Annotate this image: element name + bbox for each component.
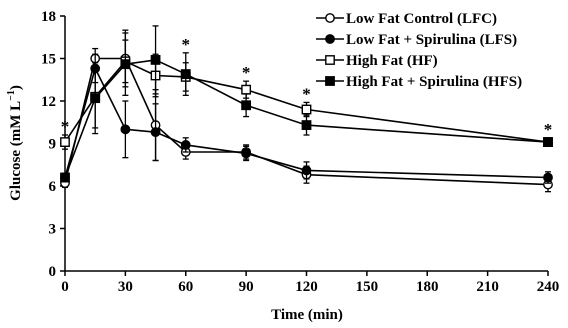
data-point xyxy=(241,100,252,111)
y-tick-label: 15 xyxy=(41,52,56,68)
y-tick-label: 9 xyxy=(49,137,57,153)
significance-marker: * xyxy=(182,35,191,54)
legend-label: Low Fat Control (LFC) xyxy=(346,11,497,27)
data-point xyxy=(120,124,131,135)
significance-marker: * xyxy=(242,63,251,82)
data-point xyxy=(90,93,101,104)
x-tick-label: 150 xyxy=(356,279,379,295)
x-tick-label: 30 xyxy=(118,279,133,295)
y-tick-label: 18 xyxy=(41,9,56,25)
legend-item: Low Fat + Spirulina (LFS) xyxy=(316,32,517,48)
data-point xyxy=(180,69,191,79)
series xyxy=(60,25,553,183)
x-tick-label: 120 xyxy=(295,279,318,295)
data-point xyxy=(543,172,553,183)
x-tick-label: 90 xyxy=(239,279,254,295)
legend-item: High Fat + Spirulina (HFS) xyxy=(316,74,522,90)
legend-label: Low Fat + Spirulina (LFS) xyxy=(346,32,517,48)
y-tick-label: 3 xyxy=(49,222,57,238)
data-point xyxy=(301,120,312,130)
legend-item: Low Fat Control (LFC) xyxy=(316,11,497,27)
axes: 0 30 60 90 120 150 180 210 240 0 3 6 9 12 15 18 xyxy=(41,9,559,295)
legend-marker xyxy=(325,55,335,65)
x-tick-label: 0 xyxy=(61,279,69,295)
series-line xyxy=(64,66,549,179)
x-tick-label: 240 xyxy=(537,279,560,295)
significance-marker: * xyxy=(61,117,70,136)
legend-marker xyxy=(325,34,335,44)
y-axis-title: Glucose (mM L−1) xyxy=(6,85,24,201)
series-line xyxy=(64,60,549,143)
x-tick-label: 60 xyxy=(178,279,193,295)
legend-marker xyxy=(325,13,335,23)
x-tick-label: 180 xyxy=(416,279,439,295)
significance-marker: * xyxy=(302,84,311,103)
x-tick-label: 210 xyxy=(476,279,499,295)
legend: Low Fat Control (LFC) Low Fat + Spirulina… xyxy=(316,11,522,90)
series-line xyxy=(64,59,549,178)
x-axis-title: Time (min) xyxy=(271,307,343,323)
y-tick-label: 6 xyxy=(49,179,57,195)
data-point xyxy=(150,127,161,138)
y-axis-title-superscript: −1 xyxy=(6,90,17,101)
data-point xyxy=(301,104,312,115)
y-tick-label: 0 xyxy=(49,264,57,280)
data-point xyxy=(150,55,161,65)
legend-marker xyxy=(325,76,335,86)
legend-label: High Fat + Spirulina (HFS) xyxy=(346,74,522,90)
data-point xyxy=(543,137,553,147)
data-point xyxy=(241,84,252,95)
data-point xyxy=(241,148,252,159)
significance-marker: * xyxy=(544,120,553,139)
legend-item: High Fat (HF) xyxy=(316,53,438,69)
legend-label: High Fat (HF) xyxy=(346,53,438,69)
data-point xyxy=(60,137,70,147)
data-point xyxy=(180,140,191,150)
data-point xyxy=(120,59,131,70)
y-axis-title-close: ) xyxy=(8,85,24,90)
y-axis-title-main: Glucose (mM L xyxy=(8,101,24,201)
data-point xyxy=(60,172,70,183)
data-point xyxy=(301,165,312,176)
y-tick-label: 12 xyxy=(41,94,56,110)
plot-area: * * * * * xyxy=(60,25,553,193)
